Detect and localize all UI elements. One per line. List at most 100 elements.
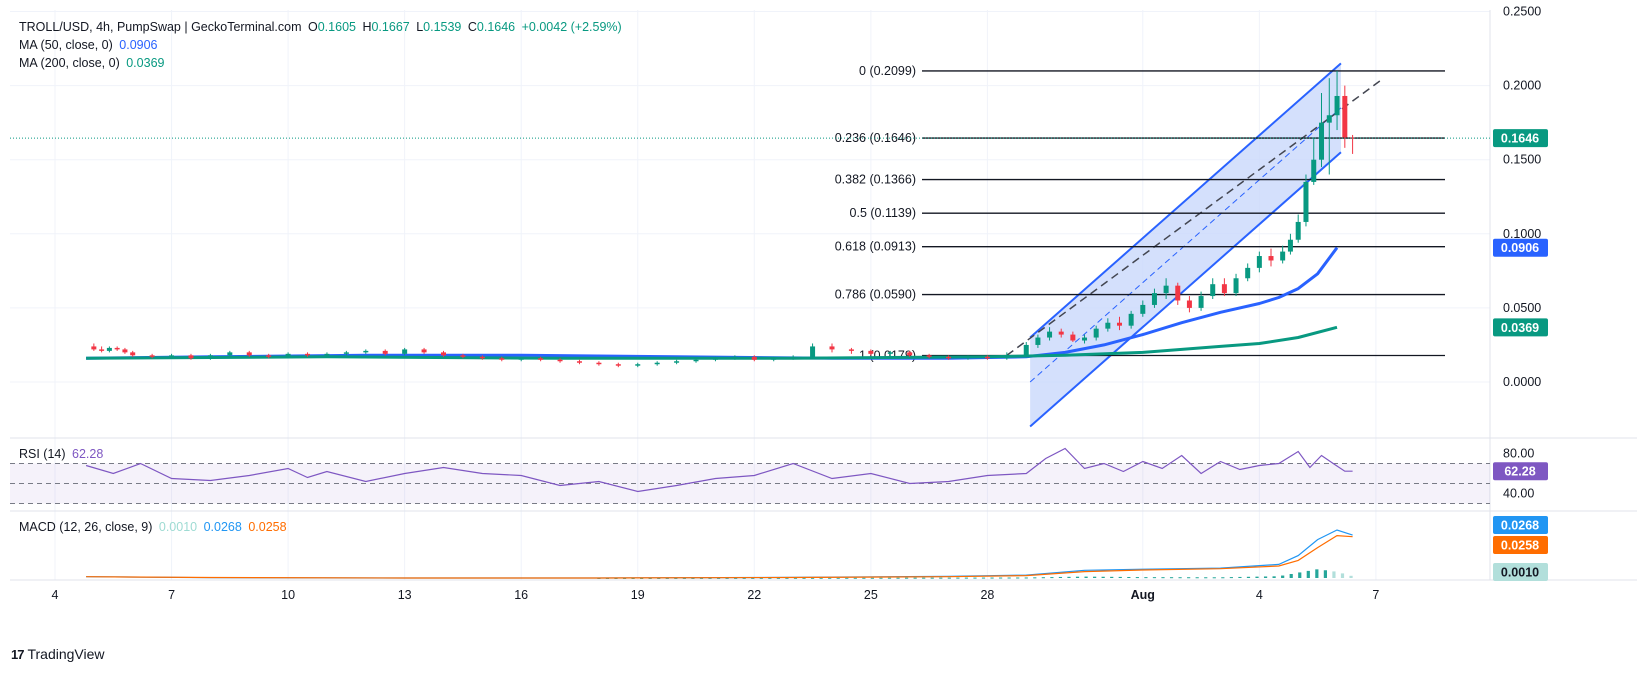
macd-histogram-bar	[1272, 576, 1276, 578]
macd-histogram-bar	[691, 577, 695, 579]
macd-legend[interactable]: MACD (12, 26, close, 9) 0.0010 0.0268 0.…	[19, 519, 290, 536]
candle-body	[965, 356, 971, 359]
candle	[382, 349, 388, 356]
candle-body	[790, 356, 796, 359]
candle	[654, 361, 660, 366]
channel-upper-line	[1029, 62, 1342, 339]
candle-body	[829, 346, 835, 350]
candle	[1280, 245, 1286, 264]
candle	[965, 355, 971, 360]
candle	[114, 346, 120, 351]
candle	[479, 355, 485, 360]
candle	[907, 350, 913, 357]
macd-histogram-bar	[1255, 576, 1259, 578]
tradingview-logo[interactable]: 17 TradingView	[11, 646, 105, 662]
candle	[1128, 310, 1134, 329]
candle-body	[751, 356, 757, 360]
candle	[1058, 328, 1064, 338]
macd-histogram-bar	[1306, 570, 1310, 578]
candle	[130, 350, 136, 357]
price-axis[interactable]: 0.0000 0.0500 0.1000 0.1500 0.2000 0.2500 0.16…	[1493, 5, 1548, 390]
candle	[829, 343, 835, 353]
rsi-pane[interactable]: 40.00 80.00 62.28	[10, 447, 1548, 504]
macd-histogram-bar	[1229, 577, 1233, 579]
time-tick-label: 19	[631, 588, 645, 602]
candle	[324, 352, 330, 357]
time-axis[interactable]: 4 7 10 13 16 19 22 25 28 Aug 4 7	[52, 588, 1380, 602]
candle	[1233, 273, 1239, 297]
candle-body	[1303, 181, 1309, 222]
macd-histogram-bar	[793, 577, 798, 579]
macd-histogram-bar	[999, 577, 1003, 579]
symbol-legend[interactable]: TROLL/USD, 4h, PumpSwap | GeckoTerminal.…	[19, 19, 625, 36]
macd-histogram-bar	[990, 577, 994, 579]
macd-histogram-bar	[1187, 577, 1191, 579]
candle-body	[848, 349, 854, 351]
histogram-value-badge-text: 0.0010	[1501, 566, 1539, 580]
macd-histogram-bar	[1332, 571, 1336, 578]
macd-histogram-bar	[1204, 577, 1208, 579]
candle-body	[1163, 285, 1169, 294]
candle	[1326, 78, 1332, 175]
macd-histogram-bar	[981, 577, 986, 579]
candle-body	[285, 353, 291, 357]
macd-histogram-bar	[1118, 576, 1122, 578]
macd-histogram-bar	[862, 577, 866, 579]
macd-histogram-bar	[1298, 572, 1302, 578]
time-tick-label: 10	[281, 588, 295, 602]
candle-body	[907, 352, 913, 356]
macd-histogram-bar	[725, 577, 729, 579]
candle-body	[1280, 251, 1286, 261]
candle	[91, 343, 97, 351]
candle	[1004, 352, 1010, 360]
ma50-legend[interactable]: MA (50, close, 0) 0.0906	[19, 37, 161, 54]
candle-body	[1140, 304, 1146, 314]
macd-histogram-bar	[947, 577, 951, 579]
macd-histogram-bar	[1212, 577, 1216, 579]
rsi-legend[interactable]: RSI (14) 62.28	[19, 446, 106, 463]
macd-pane[interactable]: 0.0268 0.0258 0.0010	[86, 516, 1548, 581]
macd-histogram-bar	[964, 577, 969, 579]
macd-histogram-bar	[674, 577, 678, 579]
regression-channel[interactable]	[1006, 62, 1385, 428]
candle-body	[771, 358, 777, 360]
candle-body	[887, 352, 893, 354]
candle-body	[305, 353, 311, 356]
macd-histogram-bar	[1263, 576, 1268, 578]
macd-histogram-bar	[973, 577, 977, 579]
candle-body	[1082, 337, 1088, 341]
candle	[1023, 341, 1029, 357]
candle-body	[1256, 256, 1262, 268]
time-tick-label: 22	[747, 588, 761, 602]
macd-histogram-bar	[1323, 570, 1327, 578]
candle	[848, 347, 854, 354]
candle-body	[227, 352, 233, 356]
rsi-value: 62.28	[72, 447, 104, 461]
ma200-legend[interactable]: MA (200, close, 0) 0.0369	[19, 55, 167, 72]
candle	[1047, 327, 1053, 341]
time-tick-label: 4	[52, 588, 59, 602]
candle-body	[810, 346, 816, 357]
candle	[1319, 93, 1325, 168]
candle	[207, 353, 213, 360]
macd-histogram-bar	[1007, 577, 1011, 579]
candle	[1175, 282, 1181, 305]
candle	[868, 349, 874, 356]
candle-body	[693, 359, 699, 362]
candle-body	[1151, 293, 1157, 305]
macd-hist-value: 0.0010	[158, 520, 198, 534]
ma50-value: 0.0906	[119, 38, 158, 52]
candle	[1035, 334, 1041, 348]
macd-histogram-bar	[1340, 573, 1345, 578]
macd-histogram-bar	[802, 577, 806, 579]
candle-body	[1342, 95, 1348, 138]
time-tick-label: 28	[980, 588, 994, 602]
candle-body	[266, 355, 272, 357]
macd-histogram-bar	[870, 577, 875, 579]
macd-histogram-bar	[887, 577, 892, 579]
price-label-text: 0.1646	[1501, 132, 1539, 146]
macd-histogram-bar	[922, 577, 926, 579]
candle	[771, 356, 777, 362]
candle-body	[1186, 300, 1192, 308]
